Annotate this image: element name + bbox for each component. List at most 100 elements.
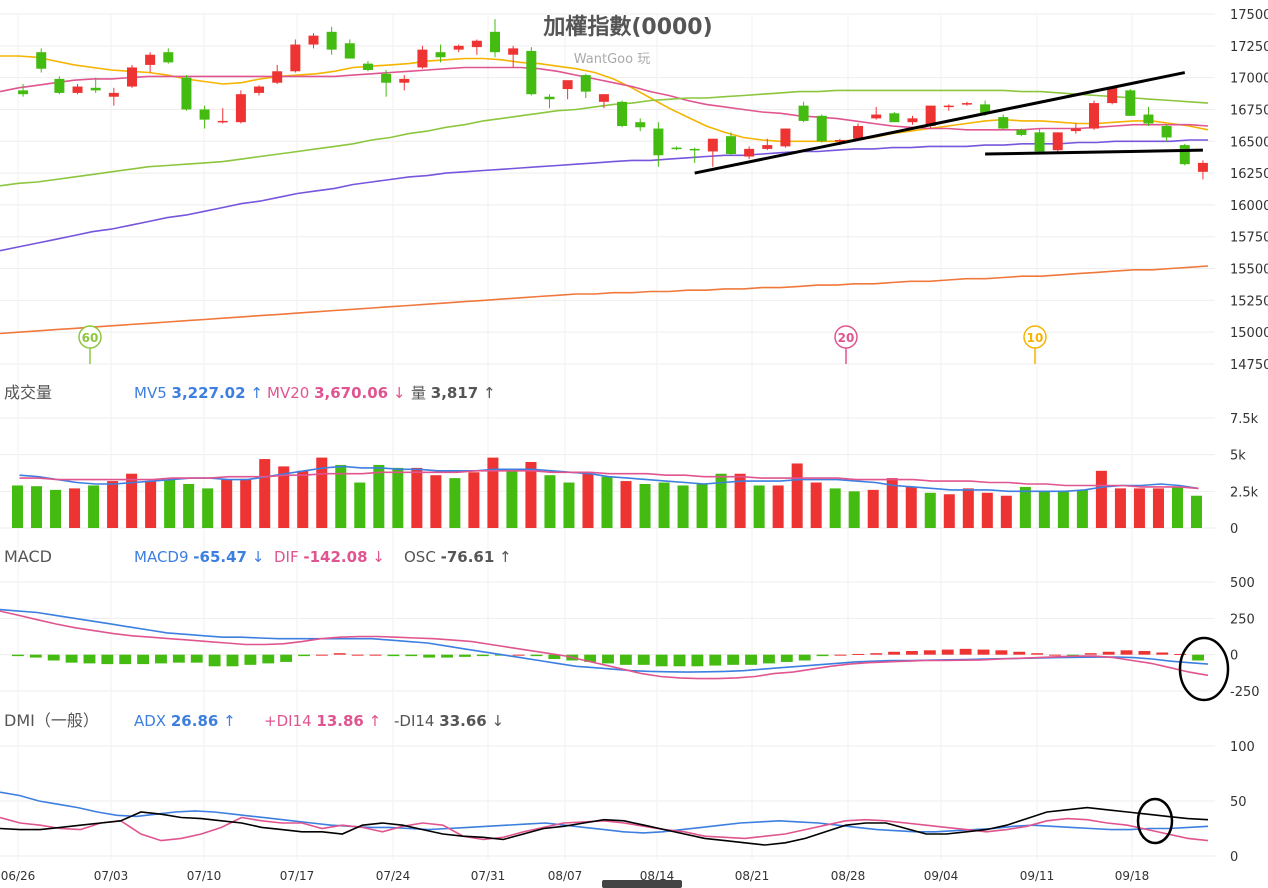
volume-bar bbox=[354, 482, 366, 528]
osc-bar bbox=[155, 654, 167, 664]
adx-label: ADX bbox=[134, 712, 166, 730]
volume-bar bbox=[981, 492, 993, 528]
mdi-value: 33.66 bbox=[439, 712, 486, 730]
volume-bar bbox=[297, 470, 309, 528]
candle-body bbox=[272, 71, 283, 83]
volume-bar bbox=[506, 470, 518, 528]
osc-bar bbox=[83, 654, 96, 664]
volume-bar bbox=[1019, 486, 1031, 528]
volume-bar bbox=[772, 485, 784, 528]
candle-body bbox=[707, 138, 718, 152]
candle-body bbox=[308, 35, 319, 45]
candle-body bbox=[1052, 132, 1063, 151]
osc-bar bbox=[280, 654, 293, 662]
osc-bar bbox=[816, 654, 829, 657]
osc-bar bbox=[441, 654, 454, 658]
candle-body bbox=[1034, 132, 1045, 152]
candle-body bbox=[181, 77, 192, 110]
candle-body bbox=[653, 128, 664, 156]
volume-bar bbox=[886, 478, 898, 528]
vol-label: 量 bbox=[411, 384, 426, 402]
volume-panel bbox=[12, 457, 1202, 528]
volume-bar bbox=[791, 463, 803, 528]
osc-bar bbox=[1066, 654, 1079, 656]
candle-body bbox=[780, 128, 791, 147]
candle-body bbox=[925, 105, 936, 126]
price-tick-label: 16000 bbox=[1230, 199, 1268, 214]
x-tick-label: 08/28 bbox=[831, 869, 866, 883]
volume-bar bbox=[620, 481, 632, 528]
volume-bar bbox=[373, 464, 385, 528]
osc-bar bbox=[745, 654, 757, 665]
x-tick-label: 06/26 bbox=[1, 869, 36, 883]
mv20-legend: MV20 3,670.06 ↓ bbox=[267, 384, 405, 402]
osc-bar bbox=[619, 654, 632, 665]
volume-bar bbox=[1057, 491, 1069, 528]
volume-bar bbox=[1076, 489, 1088, 528]
price-tick-label: 15000 bbox=[1230, 326, 1268, 341]
gridlines bbox=[0, 13, 1215, 860]
osc-bar bbox=[315, 654, 328, 656]
macd9-value: -65.47 bbox=[193, 548, 247, 566]
candle-body bbox=[145, 54, 156, 65]
volume-bar bbox=[31, 486, 43, 528]
osc-bar bbox=[780, 654, 793, 662]
vol-arrow: ↑ bbox=[483, 384, 496, 402]
osc-bar bbox=[1102, 651, 1115, 655]
osc-bar bbox=[351, 654, 364, 656]
candle-body bbox=[163, 52, 174, 63]
volume-bar bbox=[1114, 488, 1126, 528]
volume-bar bbox=[658, 482, 670, 528]
candle-body bbox=[1197, 162, 1208, 172]
x-tick-label: 07/10 bbox=[187, 869, 222, 883]
candle-body bbox=[344, 43, 355, 59]
mv5-value: 3,227.02 bbox=[172, 384, 246, 402]
macd-panel bbox=[0, 608, 1209, 680]
volume-bar bbox=[392, 467, 404, 528]
volume-tick-label: 2.5k bbox=[1230, 485, 1259, 500]
candle-body bbox=[490, 31, 501, 53]
candle-body bbox=[18, 90, 29, 95]
dmi-tick-label: 100 bbox=[1230, 740, 1255, 755]
volume-bar bbox=[1171, 486, 1183, 528]
pdi-label: +DI14 bbox=[264, 712, 312, 730]
ma-line-ma20 bbox=[0, 66, 1209, 131]
macd-annotation-circle bbox=[1178, 636, 1230, 702]
x-tick-label: 07/17 bbox=[280, 869, 315, 883]
osc-bar bbox=[101, 654, 114, 665]
candle-body bbox=[362, 63, 373, 70]
volume-tick-label: 0 bbox=[1230, 522, 1238, 537]
volume-bar bbox=[924, 492, 936, 528]
price-tick-label: 15250 bbox=[1230, 294, 1268, 309]
x-axis-ticks: 06/26 07/03 07/10 07/17 07/24 07/31 08/07 08/14… bbox=[1, 869, 1149, 888]
candle-body bbox=[108, 92, 119, 97]
volume-panel-title: 成交量 bbox=[4, 383, 52, 402]
volume-bar bbox=[430, 475, 442, 528]
dmi-tick-label: 0 bbox=[1230, 850, 1238, 865]
volume-bar bbox=[468, 472, 480, 528]
candle-body bbox=[1070, 128, 1081, 132]
macd9-arrow: ↓ bbox=[252, 548, 265, 566]
osc-bar bbox=[1120, 650, 1133, 655]
vol-legend: 量 3,817 ↑ bbox=[411, 384, 496, 402]
candle-body bbox=[1125, 90, 1136, 116]
dmi-panel-title: DMI（一般） bbox=[4, 711, 99, 730]
osc-bar bbox=[584, 654, 597, 662]
osc-bar bbox=[369, 654, 382, 656]
macd9-legend: MACD9 -65.47 ↓ bbox=[134, 548, 264, 566]
mdi-legend: -DI14 33.66 ↓ bbox=[394, 712, 504, 730]
osc-bar bbox=[906, 651, 918, 655]
osc-bar bbox=[65, 654, 78, 663]
candle-body bbox=[834, 140, 845, 142]
volume-tick-label: 7.5k bbox=[1230, 412, 1259, 427]
osc-bar bbox=[870, 653, 883, 655]
candle-body bbox=[853, 126, 864, 139]
osc-bar bbox=[548, 654, 561, 660]
candle-body bbox=[889, 113, 900, 123]
x-tick-label: 09/11 bbox=[1020, 869, 1055, 883]
vol-value: 3,817 bbox=[431, 384, 478, 402]
osc-label: OSC bbox=[404, 548, 436, 566]
osc-bar bbox=[727, 654, 740, 665]
volume-bar bbox=[753, 485, 765, 528]
